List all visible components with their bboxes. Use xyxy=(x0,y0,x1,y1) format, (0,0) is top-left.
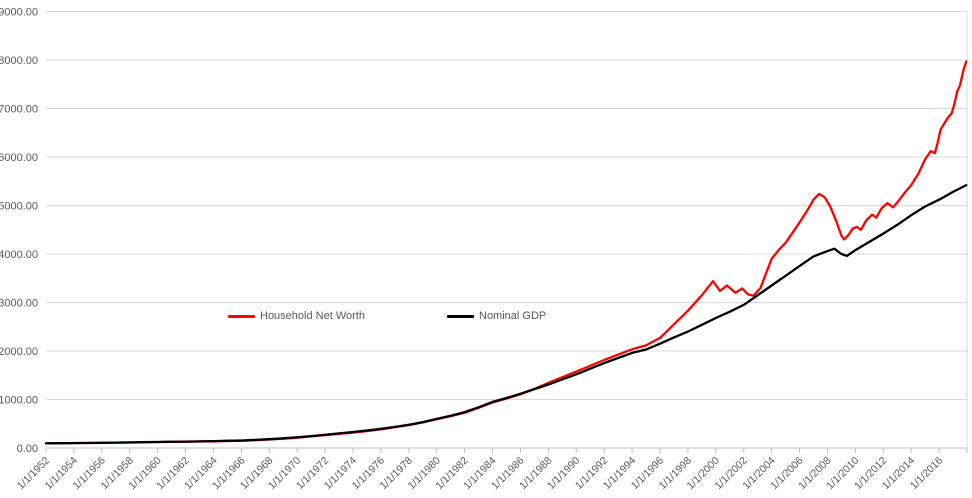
series-line-nominal-gdp xyxy=(44,183,968,445)
y-axis-tick-label: 2000.00 xyxy=(0,346,38,358)
legend-item-nominal-gdp[interactable]: Nominal GDP xyxy=(447,309,546,323)
legend-label: Nominal GDP xyxy=(479,310,547,322)
y-axis-tick-label: 0.00 xyxy=(17,443,38,455)
legend-marker-red-line xyxy=(228,314,255,318)
series-line-household-net-worth xyxy=(44,60,968,445)
y-axis-tick-label: 7000.00 xyxy=(0,104,38,116)
y-axis-tick-label: 4000.00 xyxy=(0,249,38,261)
legend-item-household-net-worth[interactable]: Household Net Worth xyxy=(228,309,365,323)
y-axis-tick-label: 3000.00 xyxy=(0,298,38,310)
legend-marker-black-line xyxy=(447,314,474,318)
y-axis-tick-label: 8000.00 xyxy=(0,55,38,67)
legend-label: Household Net Worth xyxy=(260,310,365,322)
y-axis-tick-label: 1000.00 xyxy=(0,395,38,407)
y-axis-tick-label: 5000.00 xyxy=(0,201,38,213)
y-axis-tick-label: 9000.00 xyxy=(0,7,38,19)
y-axis-tick-label: 6000.00 xyxy=(0,152,38,164)
